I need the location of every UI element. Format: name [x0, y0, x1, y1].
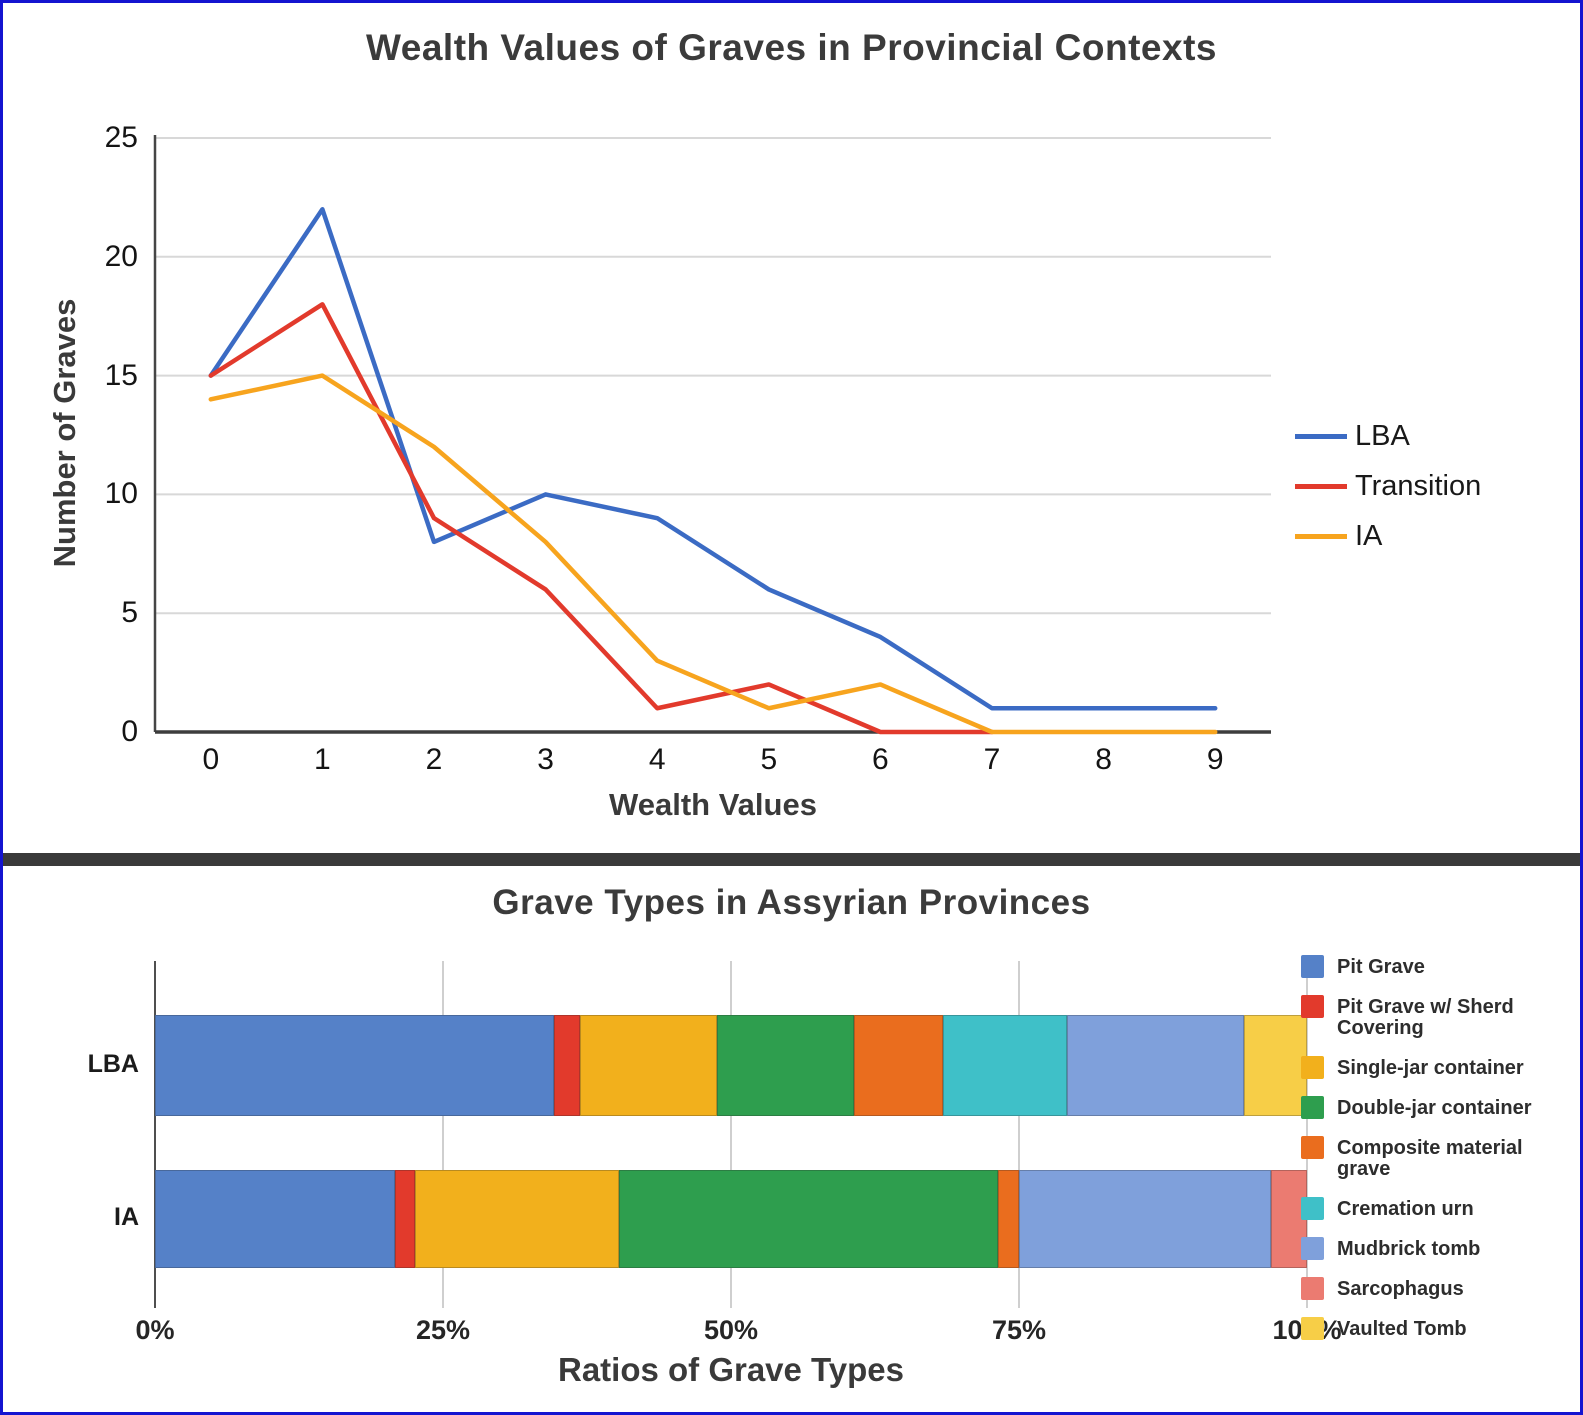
x-tick-label-5: 5: [760, 743, 778, 776]
x-tick-label-0: 0: [202, 743, 220, 776]
legend-label: Double-jar container: [1337, 1097, 1532, 1119]
x-tick-label-0%: 0%: [135, 1315, 175, 1345]
legend-item-sarcophagus: Sarcophagus: [1301, 1277, 1580, 1300]
x-tick-label-25%: 25%: [415, 1315, 471, 1345]
legend-item-transition: Transition: [1295, 469, 1481, 503]
line-chart-x-axis-title: Wealth Values: [609, 787, 817, 822]
bar-segment-ia-double-jar-container: [619, 1170, 999, 1268]
category-label-ia: IA: [114, 1203, 139, 1231]
gridline-x-25%: [442, 961, 444, 1308]
legend-swatch: [1301, 1237, 1324, 1260]
legend-item-pit-grave: Pit Grave: [1301, 955, 1580, 978]
line-series-lba: [208, 207, 1218, 711]
x-tick-label-9: 9: [1206, 743, 1224, 776]
legend-item-cremation-urn: Cremation urn: [1301, 1197, 1580, 1220]
x-tick-label-7: 7: [983, 743, 1001, 776]
legend-swatch: [1301, 995, 1324, 1018]
legend-label: Single-jar container: [1337, 1057, 1524, 1079]
x-tick-label-4: 4: [648, 743, 666, 776]
x-tick-label-50%: 50%: [703, 1315, 759, 1345]
legend-line-swatch-lba: [1295, 433, 1347, 439]
legend-label: Cremation urn: [1337, 1198, 1474, 1220]
legend-item-ia: IA: [1295, 519, 1382, 553]
y-tick-label-25: 25: [104, 121, 138, 154]
bar-segment-lba-mudbrick-tomb: [1067, 1015, 1244, 1116]
legend-swatch: [1301, 955, 1324, 978]
legend-swatch: [1301, 1096, 1324, 1119]
legend-item-composite-material-grave: Composite material grave: [1301, 1136, 1580, 1180]
bar-chart-title: Grave Types in Assyrian Provinces: [492, 883, 1091, 922]
gridline-x-0%: [154, 961, 156, 1308]
legend-swatch: [1301, 1277, 1324, 1300]
x-tick-label-75%: 75%: [991, 1315, 1047, 1345]
line-chart-panel: Wealth Values of Graves in Provincial Co…: [3, 3, 1580, 1412]
x-tick-label-1: 1: [314, 743, 331, 776]
legend-label: Composite material grave: [1337, 1137, 1523, 1180]
bar-plot: [154, 961, 1308, 1308]
legend-swatch: [1301, 1317, 1324, 1340]
legend-line-swatch-ia: [1295, 533, 1347, 539]
legend-label: IA: [1355, 519, 1383, 552]
category-label-lba: LBA: [87, 1050, 139, 1078]
legend-label: Sarcophagus: [1337, 1278, 1464, 1300]
bar-segment-ia-single-jar-container: [415, 1170, 620, 1268]
bar-chart-panel: Grave Types in Assyrian Provinces LBA IA …: [3, 3, 1580, 1412]
gridline-x-100%: [1306, 961, 1308, 1308]
line-plot: [153, 135, 1271, 735]
bar-row-ia: [155, 1170, 1307, 1268]
legend-item-pit-grave-w-sherd-covering: Pit Grave w/ Sherd Covering: [1301, 995, 1580, 1039]
legend-item-double-jar-container: Double-jar container: [1301, 1096, 1580, 1119]
legend-item-vaulted-tomb: Vaulted Tomb: [1301, 1317, 1580, 1340]
gridline-x-50%: [730, 961, 732, 1308]
y-tick-label-0: 0: [121, 715, 138, 748]
legend-swatch: [1301, 1197, 1324, 1220]
bar-segment-ia-composite-material-grave: [998, 1170, 1019, 1268]
x-tick-label-8: 8: [1095, 743, 1112, 776]
x-tick-label-3: 3: [537, 743, 554, 776]
y-tick-label-20: 20: [104, 239, 138, 273]
x-tick-label-2: 2: [425, 743, 443, 776]
bar-segment-lba-cremation-urn: [942, 1015, 1068, 1116]
bar-segment-lba-composite-material-grave: [854, 1015, 943, 1116]
legend-item-mudbrick-tomb: Mudbrick tomb: [1301, 1237, 1580, 1260]
bar-segment-lba-single-jar-container: [580, 1015, 718, 1116]
gridline-x-75%: [1018, 961, 1020, 1308]
y-tick-label-10: 10: [104, 477, 138, 511]
bar-segment-ia-mudbrick-tomb: [1018, 1170, 1272, 1268]
panel-divider: [3, 853, 1580, 866]
legend-label: LBA: [1355, 419, 1410, 452]
x-tick-label-100%: 100%: [1272, 1315, 1342, 1345]
legend-line-swatch-transition: [1295, 483, 1347, 489]
legend-label: Transition: [1355, 469, 1482, 502]
y-tick-label-15: 15: [104, 358, 138, 392]
bar-chart-x-axis-title: Ratios of Grave Types: [557, 1351, 904, 1388]
bar-chart-legend: Pit Grave Pit Grave w/ Sherd Covering Sing…: [1301, 955, 1580, 1340]
bar-segment-lba-vaulted-tomb: [1243, 1015, 1307, 1116]
y-tick-label-5: 5: [121, 596, 138, 630]
legend-item-lba: LBA: [1295, 419, 1410, 453]
legend-swatch: [1301, 1056, 1324, 1079]
bar-segment-lba-pit-grave: [155, 1015, 554, 1116]
legend-label: Pit Grave w/ Sherd Covering: [1337, 996, 1514, 1039]
legend-swatch: [1301, 1136, 1324, 1159]
legend-item-single-jar-container: Single-jar container: [1301, 1056, 1580, 1079]
bar-segment-lba-double-jar-container: [717, 1015, 855, 1116]
bar-row-lba: [155, 1015, 1307, 1116]
line-series-ia: [208, 373, 1218, 735]
bar-segment-ia-pit-grave-w-sherd-covering: [394, 1170, 416, 1268]
bar-segment-lba-pit-grave-w-sherd-covering: [553, 1015, 581, 1116]
legend-label: Mudbrick tomb: [1337, 1238, 1481, 1260]
legend-label: Vaulted Tomb: [1337, 1318, 1467, 1340]
bar-segment-ia-sarcophagus: [1271, 1170, 1307, 1268]
line-chart-title: Wealth Values of Graves in Provincial Co…: [366, 27, 1217, 68]
bar-segment-ia-pit-grave: [155, 1170, 395, 1268]
x-tick-label-6: 6: [872, 743, 889, 776]
legend-label: Pit Grave: [1337, 956, 1425, 978]
line-series-transition: [208, 302, 995, 735]
